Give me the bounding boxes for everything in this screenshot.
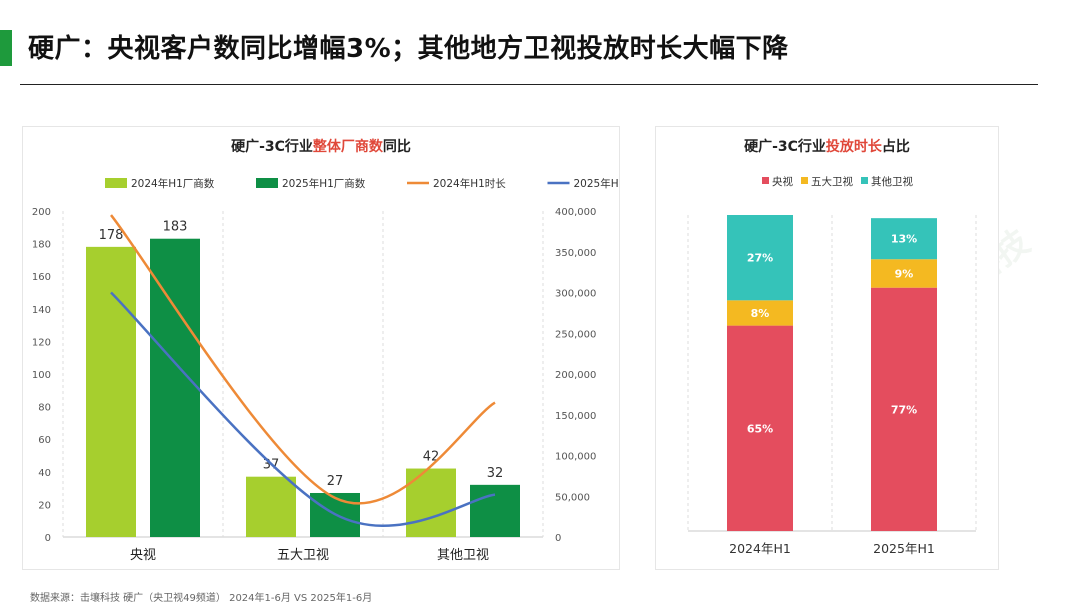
- stack-segment: [871, 259, 937, 288]
- manufacturer-count-chart-panel: 硬广-3C行业整体厂商数同比 2024年H1厂商数 2025年H1厂商数 2024年H…: [22, 126, 647, 570]
- manufacturer-count-chart: 硬广-3C行业整体厂商数同比 2024年H1厂商数 2025年H1厂商数 2024年H…: [32, 138, 647, 563]
- bar-2025h1: [470, 484, 520, 537]
- x-category-label: 2025年H1: [873, 541, 935, 556]
- line-2025h1-duration: [110, 291, 496, 527]
- y-tick-label: 120: [32, 337, 51, 348]
- chart-title: 硬广-3C行业整体厂商数同比: [231, 138, 411, 155]
- y-tick-label: 0: [45, 533, 51, 544]
- y-tick-label: 180: [32, 240, 51, 251]
- legend-label: 2025年H1时长: [574, 177, 620, 190]
- x-category-label: 央视: [130, 548, 156, 563]
- bar-2024h1: [86, 246, 136, 538]
- segment-value-label: 8%: [751, 307, 770, 320]
- y-tick-label: 140: [32, 305, 51, 316]
- chart-title-prefix: 硬广-3C行业: [744, 138, 826, 155]
- y2-tick-label: 100,000: [555, 452, 596, 463]
- y-tick-label: 40: [38, 468, 51, 479]
- stack-segment: [727, 325, 793, 531]
- title-accent-bar: [0, 30, 12, 66]
- y-tick-label: 100: [32, 370, 51, 381]
- legend-swatch: [256, 178, 278, 188]
- chart-title-highlight: 整体厂商数: [312, 138, 384, 155]
- bar-value-label: 178: [99, 228, 124, 243]
- y-tick-label: 20: [38, 500, 51, 511]
- legend-label: 2024年H1时长: [433, 177, 506, 190]
- legend-swatch: [801, 177, 808, 184]
- bar-value-label: 27: [327, 474, 344, 489]
- legend-label: 2024年H1厂商数: [131, 177, 215, 190]
- chart-title: 硬广-3C行业投放时长占比: [744, 138, 910, 155]
- segment-value-label: 27%: [747, 252, 773, 265]
- bar-2024h1: [246, 476, 296, 537]
- y2-tick-label: 400,000: [555, 207, 596, 218]
- bar-2024h1: [406, 468, 456, 537]
- segment-value-label: 9%: [895, 267, 914, 280]
- segment-value-label: 13%: [891, 233, 917, 246]
- legend-label: 2025年H1厂商数: [282, 177, 366, 190]
- segment-value-label: 65%: [747, 422, 773, 435]
- x-category-label: 其他卫视: [437, 548, 489, 563]
- chart-title-prefix: 硬广-3C行业: [231, 138, 313, 155]
- chart-title-highlight: 投放时长: [826, 138, 883, 155]
- y-tick-label: 200: [32, 207, 51, 218]
- title-divider: [20, 84, 1038, 85]
- legend-label: 五大卫视: [811, 175, 853, 188]
- page-title: 硬广：央视客户数同比增幅3%；其他地方卫视投放时长大幅下降: [28, 34, 789, 64]
- legend-swatch: [861, 177, 868, 184]
- duration-share-chart-panel: 硬广-3C行业投放时长占比央视 五大卫视 其他卫视 65% 8% 27% 2024年H1 77…: [655, 126, 999, 570]
- bar-2025h1: [150, 238, 200, 537]
- chart-title-suffix: 同比: [383, 138, 411, 155]
- chart-title-suffix: 占比: [882, 138, 910, 155]
- stack-segment: [727, 215, 793, 301]
- x-category-label: 2024年H1: [729, 541, 791, 556]
- y2-tick-label: 250,000: [555, 329, 596, 340]
- legend-label: 央视: [772, 175, 793, 188]
- y-tick-label: 60: [38, 435, 51, 446]
- bar-value-label: 183: [163, 220, 188, 235]
- y-tick-label: 160: [32, 272, 51, 283]
- y2-tick-label: 350,000: [555, 248, 596, 259]
- x-category-label: 五大卫视: [277, 548, 329, 563]
- y2-tick-label: 300,000: [555, 289, 596, 300]
- segment-value-label: 77%: [891, 403, 917, 416]
- y2-tick-label: 50,000: [555, 492, 590, 503]
- stack-segment: [727, 300, 793, 326]
- legend-label: 其他卫视: [871, 175, 913, 188]
- legend-swatch: [762, 177, 769, 184]
- stack-segment: [871, 218, 937, 260]
- y-tick-label: 80: [38, 403, 51, 414]
- stack-segment: [871, 287, 937, 531]
- legend-swatch: [105, 178, 127, 188]
- y2-tick-label: 150,000: [555, 411, 596, 422]
- y2-tick-label: 0: [555, 533, 561, 544]
- bar-value-label: 32: [487, 466, 504, 481]
- line-2024h1-duration: [110, 214, 496, 505]
- data-source-note: 数据来源：击壤科技 硬广（央卫视49频道） 2024年1-6月 VS 2025年…: [30, 593, 373, 604]
- y2-tick-label: 200,000: [555, 370, 596, 381]
